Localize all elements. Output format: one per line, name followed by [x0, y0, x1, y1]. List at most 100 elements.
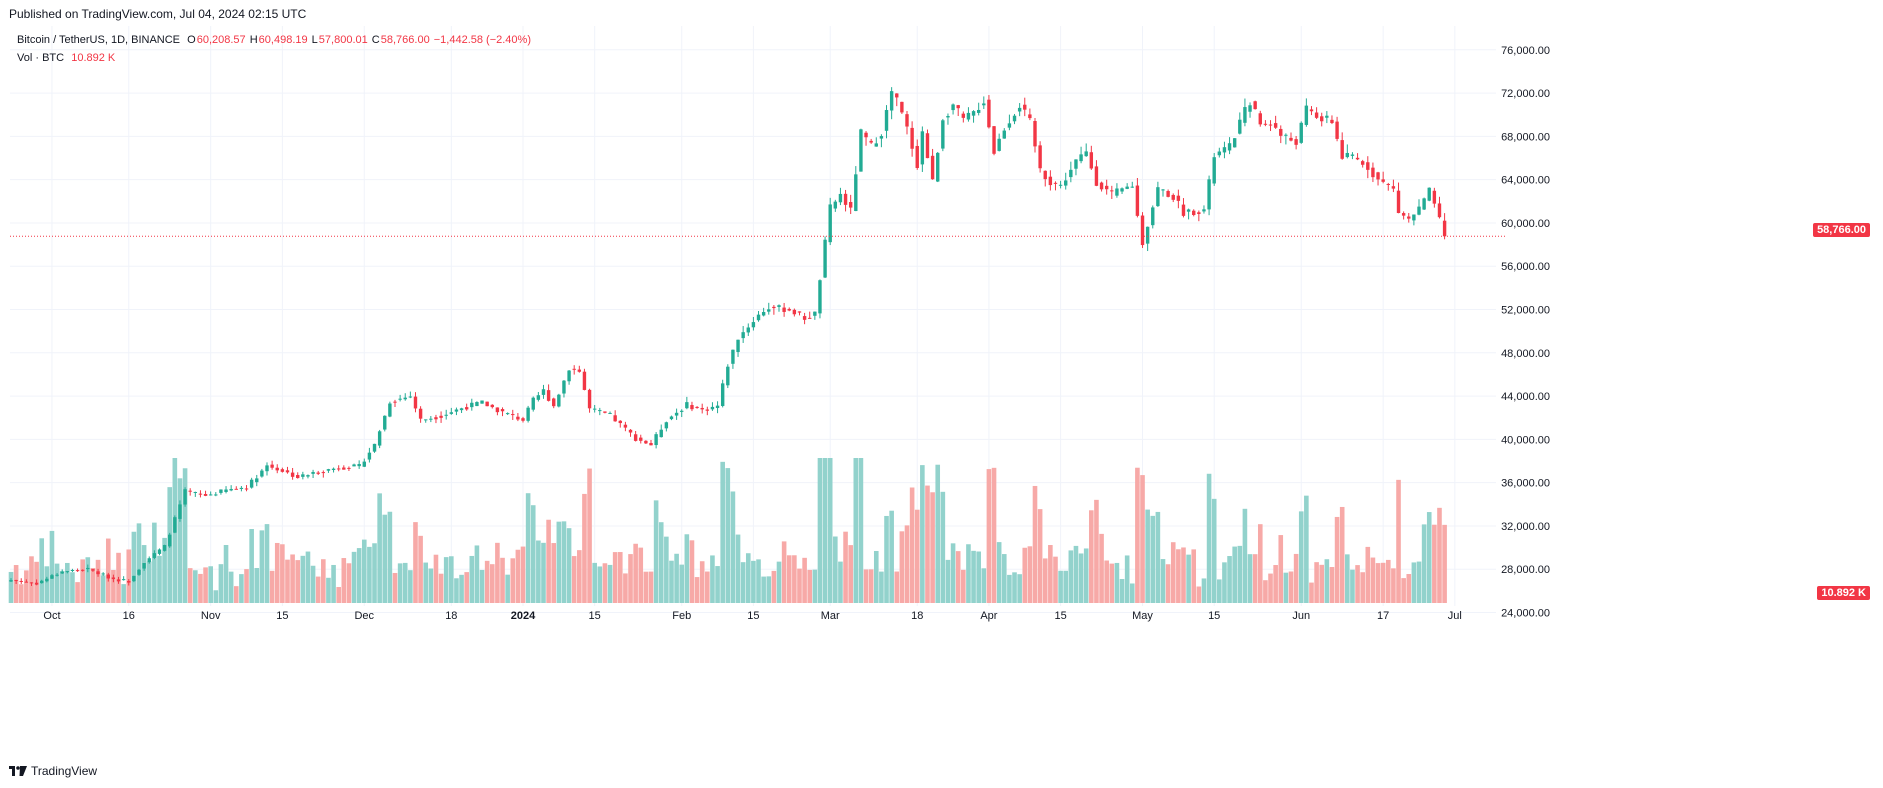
volume-bar	[1314, 562, 1319, 603]
volume-bar	[402, 562, 408, 603]
volume-bar	[699, 561, 705, 603]
volume-bar	[152, 522, 157, 603]
volume-bar	[838, 561, 843, 603]
candle-body	[966, 112, 971, 120]
time-axis: Oct 16 Nov 15 Dec 18 2024 15 Feb 15 Mar 18 Apr 15 May 1…	[43, 610, 1461, 622]
candle-body	[55, 574, 59, 576]
candle-body	[439, 415, 443, 418]
candle-body	[613, 415, 617, 422]
volume-bar	[1176, 549, 1181, 603]
volume-bar	[1042, 558, 1048, 603]
volume-bar	[674, 553, 679, 603]
candle-body	[674, 412, 679, 416]
candle-body	[70, 570, 75, 572]
candle-body	[86, 567, 90, 570]
volume-bar	[976, 551, 981, 603]
candle-body	[1079, 154, 1083, 162]
candle-body	[1227, 143, 1232, 151]
volume-bar	[80, 559, 85, 603]
volume-bar	[802, 557, 807, 603]
candle-body	[992, 126, 996, 154]
volume-bar	[1109, 563, 1115, 603]
volume-bar	[664, 536, 669, 603]
candle-body	[342, 467, 346, 470]
symbol-label[interactable]: Bitcoin / TetherUS, 1D, BINANCE	[17, 34, 181, 46]
footer-branding[interactable]: TradingView	[9, 764, 97, 778]
candle-body	[884, 110, 889, 131]
volume-bar	[848, 545, 853, 603]
candle-body	[132, 575, 136, 582]
volume-bar	[817, 458, 823, 603]
ohlc-legend[interactable]: Bitcoin / TetherUS, 1D, BINANCE O60,208.…	[17, 34, 532, 46]
volume-bar	[587, 468, 592, 603]
candle-body	[628, 429, 633, 433]
volume-bar	[131, 531, 137, 603]
volume-bar	[1129, 583, 1135, 603]
volume-bars	[8, 458, 1447, 603]
volume-bar	[305, 551, 311, 603]
candle-body	[80, 569, 85, 571]
volume-bar	[879, 571, 884, 603]
candle-body	[403, 397, 407, 400]
time-tick-label: 17	[1377, 610, 1389, 622]
volume-bar	[1283, 572, 1289, 603]
candle-body	[75, 570, 80, 572]
candle-body	[208, 494, 213, 496]
candle-body	[531, 397, 535, 410]
volume-bar	[1416, 561, 1422, 603]
volume-bar	[331, 564, 336, 603]
volume-bar	[1073, 545, 1079, 603]
price-tick-label: 68,000.00	[1501, 131, 1550, 143]
volume-bar	[49, 530, 55, 603]
volume-bar	[310, 565, 316, 603]
candle-body	[971, 111, 976, 116]
high-label: H	[249, 34, 258, 46]
time-tick-label: Dec	[354, 610, 374, 622]
volume-bar	[105, 538, 111, 603]
candle-body	[526, 407, 530, 421]
candle-body	[290, 472, 295, 477]
candle-body	[1294, 139, 1298, 145]
chart-canvas[interactable]: 76,000.00 72,000.00 68,000.00 64,000.00 60,0…	[0, 26, 1883, 762]
volume-bar	[1078, 553, 1084, 603]
candle-body	[1125, 186, 1129, 189]
candlestick-chart[interactable]: 76,000.00 72,000.00 68,000.00 64,000.00 60,0…	[0, 26, 1883, 762]
volume-bar	[208, 566, 213, 603]
candle-body	[874, 143, 878, 147]
volume-bar	[945, 559, 951, 603]
volume-bar	[858, 458, 864, 603]
volume-bar	[100, 575, 106, 603]
volume-bar	[653, 500, 659, 603]
volume-bar	[1037, 509, 1043, 603]
time-tick-label: Jul	[1448, 610, 1462, 622]
volume-bar	[24, 570, 29, 603]
candle-body	[444, 414, 448, 416]
volume-bar	[346, 563, 352, 603]
time-tick-label: 15	[1208, 610, 1220, 622]
volume-legend[interactable]: Vol · BTC 10.892 K	[17, 52, 116, 64]
volume-bar	[315, 576, 321, 603]
candle-body	[1166, 191, 1170, 197]
volume-bar	[1304, 495, 1309, 603]
candle-body	[249, 479, 254, 488]
volume-bar	[833, 536, 838, 603]
price-axis: 76,000.00 72,000.00 68,000.00 64,000.00 60,0…	[1501, 45, 1550, 620]
volume-bar	[1370, 557, 1376, 603]
tradingview-brand[interactable]: TradingView	[31, 764, 98, 778]
candle-body	[285, 470, 290, 473]
volume-label[interactable]: Vol · BTC	[17, 52, 65, 64]
volume-bar	[1001, 554, 1007, 603]
candle-body	[751, 322, 756, 328]
volume-bar	[745, 553, 751, 603]
price-tick-label: 48,000.00	[1501, 348, 1550, 360]
candle-body	[936, 152, 940, 182]
candle-body	[1407, 216, 1411, 219]
volume-bar	[1191, 549, 1197, 603]
candle-body	[1340, 140, 1344, 159]
volume-bar	[1211, 498, 1217, 603]
volume-bar	[1186, 554, 1191, 603]
candle-body	[700, 407, 704, 410]
volume-bar	[1012, 572, 1017, 603]
time-tick-label: 16	[123, 610, 135, 622]
candle-body	[495, 407, 500, 413]
